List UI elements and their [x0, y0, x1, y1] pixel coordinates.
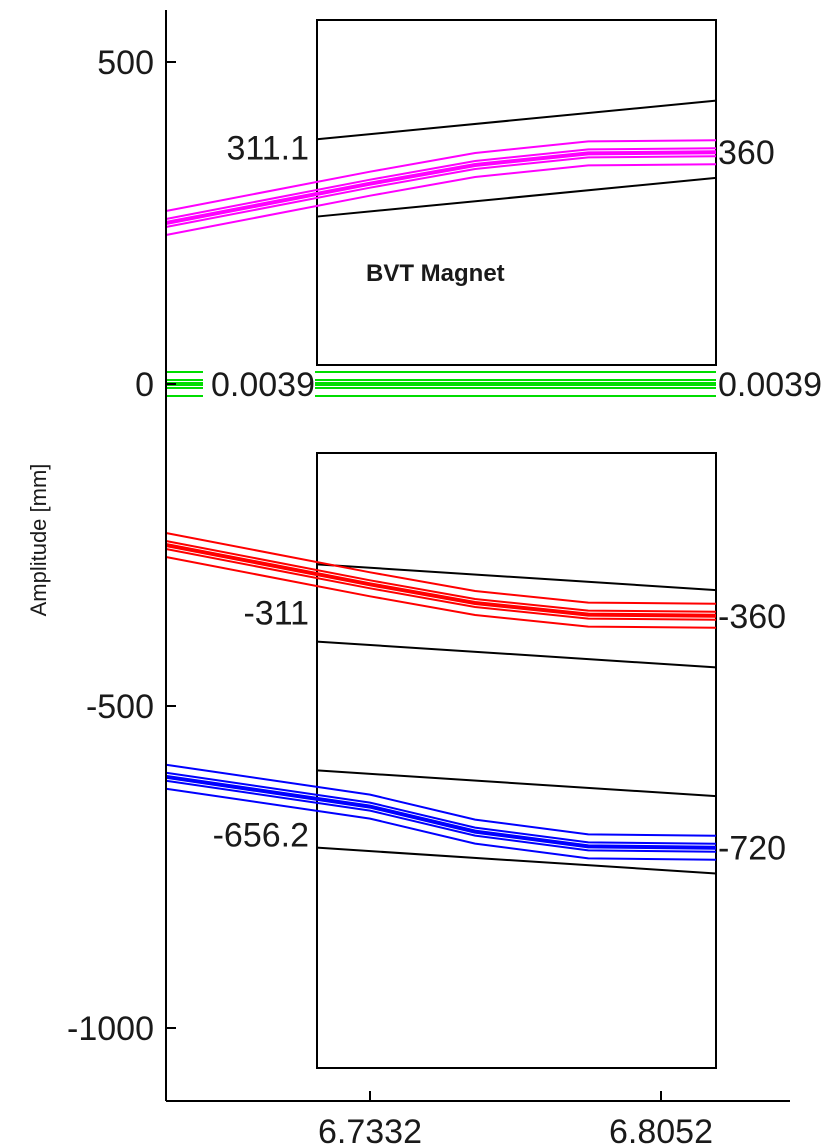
series-outer-lower-line [165, 556, 717, 629]
aperture-upper-line [316, 563, 717, 592]
entry-value-label: -311 [243, 594, 309, 632]
series-outer-upper-line [165, 763, 717, 837]
value-labels: 311.1 360 0.0039 0.0039 -311 -360 -656.2 -720 [203, 130, 821, 868]
magnet-label: BVT Magnet [366, 260, 505, 287]
y-tick-label: 0 [135, 366, 154, 404]
aperture-upper-line [316, 99, 717, 141]
series-outer-upper-line [165, 139, 717, 212]
label-background [718, 595, 780, 636]
exit-value-label: 0.0039 [718, 366, 821, 404]
magnet-upper-box [316, 19, 717, 366]
exit-value-label: -360 [718, 598, 786, 636]
series-inner-upper-line [165, 540, 717, 613]
series-inner-lower-line [165, 779, 717, 853]
series-inner-lower-line [165, 548, 717, 621]
aperture-lower-line [316, 640, 717, 669]
entry-value-label: -656.2 [213, 817, 309, 855]
exit-value-label: -720 [718, 830, 786, 868]
aperture-lower-line [316, 176, 717, 218]
y-tick-label: 500 [97, 44, 154, 82]
label-background [718, 827, 780, 868]
x-tick-label: 6.8052 [609, 1113, 713, 1148]
series-outer-upper-line [165, 532, 717, 605]
series-inner-upper-line [165, 771, 717, 845]
series-inner-upper-line [165, 147, 717, 220]
series-center-line [165, 150, 717, 225]
label-background [718, 363, 821, 404]
beam-series [165, 139, 717, 861]
entry-value-label: 311.1 [226, 130, 309, 168]
x-tick-label: 6.7332 [318, 1113, 422, 1148]
exit-value-label: 360 [718, 134, 775, 172]
magnet-lower-box [316, 452, 717, 1069]
y-tick-label: -500 [86, 688, 154, 726]
label-background [718, 132, 780, 173]
series-outer-lower-line [165, 163, 717, 236]
aperture-lines [316, 99, 717, 875]
series-outer-lower-line [165, 787, 717, 861]
series-inner-lower-line [165, 155, 717, 228]
series-center-line [165, 774, 717, 850]
axes: 500 0 -500 -1000 6.7332 6.8052 [67, 10, 790, 1148]
entry-value-label: 0.0039 [211, 366, 315, 404]
series-center-line [165, 543, 717, 618]
aperture-lower-line [316, 846, 717, 875]
aperture-upper-line [316, 769, 717, 798]
label-background [203, 363, 315, 404]
y-axis-label: Amplitude [mm] [26, 464, 51, 617]
y-tick-label: -1000 [67, 1010, 154, 1048]
magnet-outline [316, 19, 717, 1069]
